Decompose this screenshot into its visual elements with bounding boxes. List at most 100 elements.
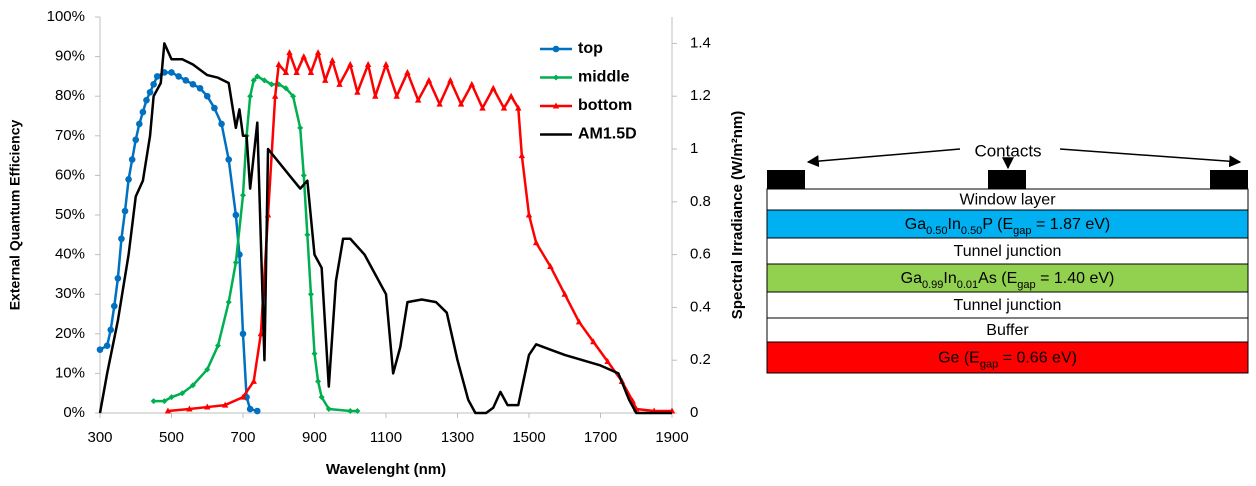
label-part: = 1.87 eV): [1032, 216, 1111, 233]
point: [293, 68, 300, 75]
point: [179, 390, 186, 397]
point: [575, 318, 583, 325]
y-tick-label: 70%: [55, 127, 85, 144]
point: [336, 80, 343, 87]
point: [347, 61, 354, 68]
point: [490, 84, 497, 91]
point: [604, 358, 611, 365]
point: [304, 231, 311, 238]
contacts-label: Contacts: [974, 141, 1041, 160]
point: [518, 152, 526, 159]
layer: [766, 317, 1249, 343]
y-tick-label: 10%: [55, 364, 85, 381]
point: [552, 45, 560, 53]
point: [500, 104, 508, 111]
point: [282, 85, 289, 92]
point: [307, 68, 315, 75]
point: [354, 408, 361, 415]
point: [250, 377, 257, 384]
label-part: Buffer: [986, 322, 1029, 339]
label-part: Ga: [905, 216, 926, 233]
y-tick-label: 30%: [55, 285, 85, 302]
y-tick-label: 100%: [47, 8, 85, 25]
label-part: gap: [980, 358, 998, 370]
point: [382, 61, 390, 68]
layer: [766, 341, 1249, 374]
y-tick-label: 0%: [63, 404, 85, 421]
y2-tick-label: 0.6: [690, 246, 711, 263]
x-tick-label: 1300: [441, 429, 474, 446]
y-axis-title: External Quantum Efficiency: [7, 119, 23, 310]
point: [286, 49, 293, 56]
y2-tick-label: 1.4: [690, 34, 711, 51]
y2-tick-label: 0.8: [690, 193, 711, 210]
label-part: As (E: [978, 270, 1017, 287]
y2-tick-label: 0: [690, 404, 698, 421]
label-part: = 0.66 eV): [998, 350, 1077, 367]
x-tick-label: 1900: [655, 429, 688, 446]
point: [393, 92, 400, 99]
label-part: 0.50: [926, 225, 947, 237]
contact: [767, 170, 805, 189]
y-tick-label: 60%: [55, 166, 85, 183]
point: [103, 342, 111, 349]
y2-tick-label: 0.2: [690, 351, 711, 368]
y-tick-label: 90%: [55, 48, 85, 65]
point: [347, 408, 354, 415]
x-tick-label: 500: [159, 429, 184, 446]
legend-label: AM1.5D: [578, 126, 637, 143]
point: [447, 76, 454, 83]
point: [372, 92, 379, 99]
point: [168, 69, 175, 76]
point: [161, 398, 168, 405]
point: [329, 57, 336, 64]
point: [239, 330, 247, 338]
layer: [766, 237, 1249, 265]
point: [354, 88, 361, 95]
point: [153, 73, 161, 80]
y-tick-label: 20%: [55, 325, 85, 342]
point: [132, 136, 140, 144]
y-tick-label: 40%: [55, 246, 85, 263]
layer: [766, 209, 1249, 239]
point: [318, 394, 325, 401]
point: [261, 77, 268, 84]
point: [164, 407, 172, 414]
y2-tick-label: 1.2: [690, 87, 711, 104]
point: [436, 100, 443, 107]
series-line: [167, 51, 672, 413]
y-tick-label: 50%: [55, 206, 85, 223]
layer-label: Tunnel junction: [954, 297, 1062, 314]
point: [240, 192, 246, 199]
point: [189, 382, 196, 389]
point: [314, 49, 322, 56]
point: [214, 342, 221, 349]
point: [111, 302, 118, 310]
point: [136, 120, 143, 128]
label-part: Window layer: [959, 192, 1056, 209]
point: [532, 239, 540, 246]
x-tick-label: 700: [230, 429, 255, 446]
arrow: [1059, 148, 1242, 168]
point: [143, 96, 150, 104]
point: [254, 73, 261, 80]
x-tick-label: 1500: [512, 429, 545, 446]
layer-label: Ga0.50In0.50P (Egap = 1.87 eV): [905, 216, 1110, 237]
arrow: [806, 148, 961, 168]
point: [139, 108, 147, 116]
point: [218, 120, 225, 128]
point: [300, 53, 307, 60]
legend-label: top: [578, 40, 603, 57]
label-part: Tunnel junction: [954, 297, 1062, 314]
label-part: gap: [1013, 225, 1031, 237]
point: [232, 211, 240, 219]
point: [479, 104, 486, 111]
point: [561, 290, 568, 297]
point: [196, 84, 204, 92]
point: [268, 81, 275, 88]
point: [547, 262, 554, 269]
point: [282, 68, 290, 75]
point: [507, 92, 515, 99]
x-tick-label: 300: [87, 429, 112, 446]
